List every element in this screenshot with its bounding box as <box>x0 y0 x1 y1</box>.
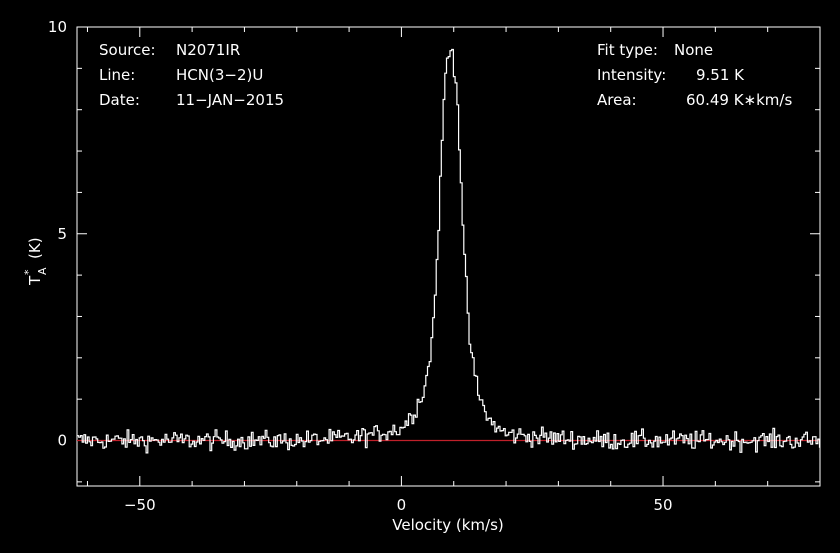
plot-frame <box>76 26 821 487</box>
y-axis-label-sup: * <box>22 269 35 275</box>
y-axis-label-unit: (K) <box>26 237 44 259</box>
intensity-label: Intensity: <box>597 66 666 84</box>
y-tick-label: 10 <box>48 18 67 36</box>
x-axis-label: Velocity (km/s) <box>392 516 503 534</box>
date-label: Date: <box>99 91 140 109</box>
intensity-value: 9.51 K <box>696 66 745 84</box>
area-label: Area: <box>597 91 637 109</box>
y-axis-label: T * A (K) <box>22 237 49 286</box>
axis-ticks <box>77 26 821 486</box>
y-tick-label: 5 <box>57 225 67 243</box>
fit-type-label: Fit type: <box>597 41 658 59</box>
source-value: N2071IR <box>176 41 240 59</box>
line-label: Line: <box>99 66 135 84</box>
line-value: HCN(3−2)U <box>176 66 263 84</box>
x-tick-label: −50 <box>124 496 156 514</box>
source-label: Source: <box>99 41 156 59</box>
y-tick-label: 0 <box>57 432 67 450</box>
axis-tick-labels: −50 0 50 0 5 10 <box>48 18 673 514</box>
x-tick-label: 0 <box>397 496 407 514</box>
date-value: 11−JAN−2015 <box>176 91 284 109</box>
fit-type-value: None <box>674 41 713 59</box>
x-tick-label: 50 <box>653 496 672 514</box>
y-axis-label-main: T <box>26 275 44 286</box>
y-axis-label-sub: A <box>36 267 49 275</box>
spectrum-series-line <box>77 48 821 454</box>
area-value: 60.49 K∗km/s <box>686 91 792 109</box>
